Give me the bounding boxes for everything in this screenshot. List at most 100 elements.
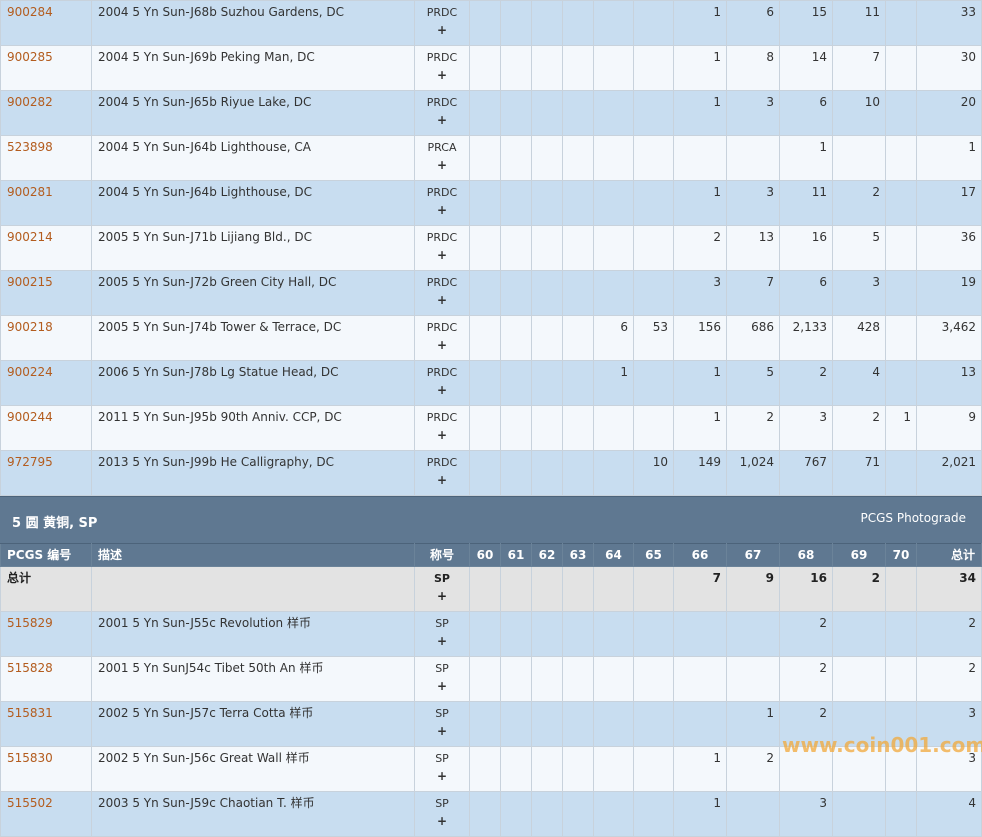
population-count[interactable]: 1 [673, 180, 727, 226]
population-count[interactable]: 1,024 [726, 450, 780, 496]
population-count[interactable] [633, 360, 674, 406]
population-count[interactable] [531, 45, 563, 91]
plus-grade-toggle[interactable]: + [436, 248, 448, 262]
population-count[interactable] [531, 225, 563, 271]
column-header-grade[interactable]: 62 [531, 543, 563, 567]
column-header-grade[interactable]: 68 [779, 543, 833, 567]
population-count[interactable]: 2 [726, 746, 780, 792]
population-count[interactable]: 1 [673, 746, 727, 792]
plus-grade-toggle[interactable]: + [436, 158, 448, 172]
population-count[interactable]: 3 [673, 270, 727, 316]
population-count[interactable]: 2 [779, 360, 833, 406]
designation-cell[interactable]: PRCA + [414, 135, 470, 181]
population-count[interactable] [885, 0, 917, 46]
population-count[interactable] [562, 270, 594, 316]
column-header-grade[interactable]: 69 [832, 543, 886, 567]
pcgs-number-link[interactable]: 900284 [7, 5, 53, 19]
population-count[interactable]: 16 [779, 225, 833, 271]
pcgs-number-link[interactable]: 515831 [7, 706, 53, 720]
population-count[interactable] [500, 566, 532, 612]
column-header-id[interactable]: PCGS 编号 [0, 543, 92, 567]
plus-grade-toggle[interactable]: + [436, 338, 448, 352]
population-count[interactable] [531, 656, 563, 702]
population-count[interactable] [531, 746, 563, 792]
population-count[interactable] [885, 180, 917, 226]
population-count[interactable] [633, 180, 674, 226]
population-count[interactable] [726, 611, 780, 657]
designation-cell[interactable]: SP + [414, 656, 470, 702]
population-count[interactable]: 3 [779, 791, 833, 837]
pcgs-number-link[interactable]: 515828 [7, 661, 53, 675]
population-count[interactable] [885, 701, 917, 747]
population-count[interactable]: 1 [673, 360, 727, 406]
designation-cell[interactable]: SP + [414, 611, 470, 657]
population-count[interactable] [633, 225, 674, 271]
population-count[interactable] [500, 315, 532, 361]
population-count[interactable]: 6 [779, 270, 833, 316]
column-header-grade[interactable]: 66 [673, 543, 727, 567]
population-count[interactable] [562, 360, 594, 406]
population-count[interactable]: 1 [673, 791, 727, 837]
population-count[interactable]: 7 [726, 270, 780, 316]
population-count[interactable]: 7 [673, 566, 727, 612]
population-count[interactable]: 2 [779, 701, 833, 747]
population-count[interactable] [531, 701, 563, 747]
population-count[interactable] [832, 701, 886, 747]
population-count[interactable] [673, 656, 727, 702]
designation-cell[interactable]: SP + [414, 791, 470, 837]
column-header-total[interactable]: 总计 [916, 543, 982, 567]
population-count[interactable] [500, 270, 532, 316]
population-count[interactable] [562, 315, 594, 361]
designation-cell[interactable]: PRDC + [414, 45, 470, 91]
population-count[interactable] [593, 0, 634, 46]
photograde-link[interactable]: PCGS Photograde [860, 511, 966, 525]
pcgs-number-link[interactable]: 900281 [7, 185, 53, 199]
population-count[interactable] [593, 611, 634, 657]
population-count[interactable]: 2,133 [779, 315, 833, 361]
population-count[interactable] [633, 746, 674, 792]
column-header-grade[interactable]: 63 [562, 543, 594, 567]
pcgs-number-link[interactable]: 900244 [7, 410, 53, 424]
plus-grade-toggle[interactable]: + [436, 679, 448, 693]
population-count[interactable] [469, 450, 501, 496]
population-count[interactable] [531, 180, 563, 226]
population-count[interactable] [531, 611, 563, 657]
population-count[interactable]: 11 [832, 0, 886, 46]
population-count[interactable] [633, 701, 674, 747]
designation-cell[interactable]: SP + [414, 566, 470, 612]
population-count[interactable]: 1 [779, 135, 833, 181]
population-count[interactable] [531, 135, 563, 181]
population-count[interactable] [633, 270, 674, 316]
population-count[interactable]: 71 [832, 450, 886, 496]
population-count[interactable] [531, 0, 563, 46]
population-count[interactable] [531, 90, 563, 136]
population-count[interactable] [673, 701, 727, 747]
designation-cell[interactable]: PRDC + [414, 450, 470, 496]
population-count[interactable] [562, 656, 594, 702]
population-count[interactable]: 2 [832, 566, 886, 612]
population-count[interactable] [633, 45, 674, 91]
population-count[interactable] [469, 791, 501, 837]
designation-cell[interactable]: PRDC + [414, 360, 470, 406]
population-count[interactable] [469, 656, 501, 702]
population-count[interactable] [469, 270, 501, 316]
population-count[interactable]: 1 [593, 360, 634, 406]
population-count[interactable] [469, 701, 501, 747]
population-count[interactable] [885, 611, 917, 657]
population-count[interactable] [593, 450, 634, 496]
pcgs-number-link[interactable]: 900282 [7, 95, 53, 109]
population-count[interactable]: 3 [726, 90, 780, 136]
population-count[interactable] [832, 791, 886, 837]
designation-cell[interactable]: SP + [414, 746, 470, 792]
pcgs-number-link[interactable]: 900215 [7, 275, 53, 289]
population-count[interactable]: 686 [726, 315, 780, 361]
column-header-grade[interactable]: 61 [500, 543, 532, 567]
population-count[interactable] [562, 701, 594, 747]
plus-grade-toggle[interactable]: + [436, 589, 448, 603]
population-count[interactable] [593, 180, 634, 226]
population-count[interactable] [500, 180, 532, 226]
population-count[interactable] [633, 611, 674, 657]
population-count[interactable] [885, 791, 917, 837]
population-count[interactable] [500, 360, 532, 406]
plus-grade-toggle[interactable]: + [436, 23, 448, 37]
